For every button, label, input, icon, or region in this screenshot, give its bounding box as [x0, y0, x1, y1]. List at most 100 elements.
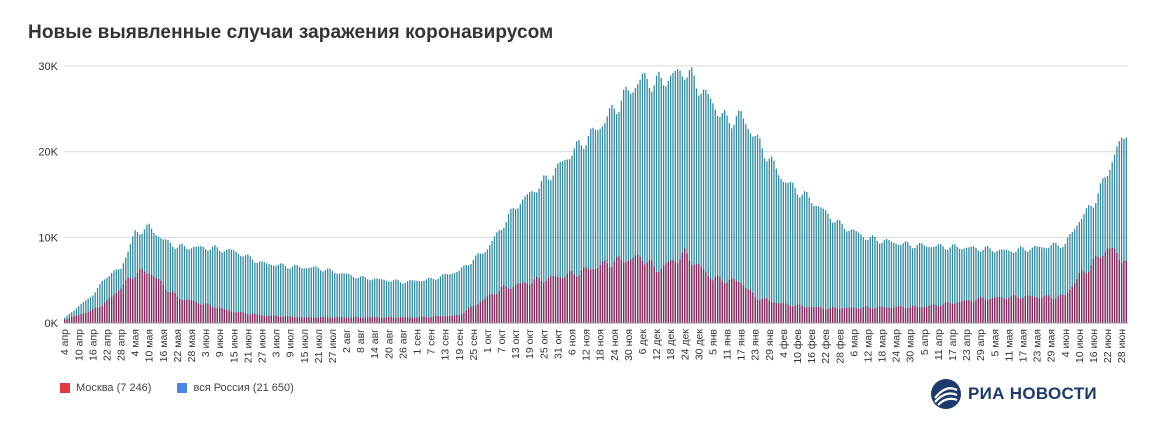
bar-moscow: [284, 316, 287, 323]
bar-russia: [160, 238, 162, 323]
legend-item-moscow[interactable]: Москва (7 246): [60, 382, 151, 394]
bar-moscow: [322, 316, 324, 323]
bar-moscow: [933, 304, 935, 323]
bar-moscow: [768, 300, 770, 323]
bar-russia: [681, 76, 684, 323]
bar-moscow: [627, 260, 630, 323]
bar-moscow: [648, 259, 651, 323]
bar-moscow: [883, 307, 886, 323]
bar-russia: [1064, 243, 1066, 323]
bar-russia: [510, 208, 512, 323]
x-tick-label: 30 дек: [693, 329, 705, 361]
bar-moscow: [836, 308, 839, 323]
x-tick-label: 19 окт: [524, 329, 536, 359]
bar-moscow: [583, 267, 585, 323]
bar-russia: [695, 88, 698, 324]
x-tick-label: 16 июн: [1088, 329, 1100, 363]
bar-moscow: [1092, 258, 1095, 323]
bar-russia: [601, 126, 604, 323]
bar-moscow: [651, 260, 653, 323]
bar-moscow: [186, 299, 188, 323]
bar-moscow: [219, 307, 221, 323]
bar-russia: [904, 241, 907, 323]
bar-moscow: [841, 308, 843, 323]
bar-moscow: [265, 315, 268, 323]
bar-moscow: [146, 273, 148, 323]
bar-russia: [1027, 251, 1029, 323]
bar-russia: [787, 182, 789, 323]
bar-russia: [888, 240, 890, 323]
bar-moscow: [395, 317, 397, 323]
bar-moscow: [876, 307, 878, 323]
x-tick-label: 10 мая: [144, 329, 156, 362]
bar-moscow: [338, 317, 341, 323]
bar-russia: [503, 228, 505, 323]
bar-moscow: [388, 316, 390, 323]
bar-moscow: [1038, 298, 1041, 323]
bar-russia: [519, 204, 521, 323]
bar-moscow: [280, 316, 282, 323]
bar-russia: [439, 276, 442, 323]
bar-russia: [958, 248, 961, 323]
bar-moscow: [1017, 297, 1019, 323]
bar-russia: [228, 248, 230, 323]
bar-russia: [251, 259, 254, 323]
bar-moscow: [305, 317, 308, 323]
bar-moscow: [780, 303, 782, 323]
bar-moscow: [327, 317, 329, 323]
bar-moscow: [529, 284, 531, 323]
bar-russia: [660, 77, 662, 324]
bar-moscow: [552, 276, 554, 323]
bar-russia: [1055, 242, 1057, 323]
bar-moscow: [141, 268, 143, 323]
bar-russia: [317, 267, 319, 323]
bar-russia: [362, 275, 364, 323]
bar-moscow: [1050, 297, 1052, 323]
bar-russia: [836, 219, 839, 323]
bar-russia: [411, 280, 413, 323]
bar-russia: [280, 263, 282, 323]
bar-moscow: [608, 267, 611, 323]
bar-russia: [735, 116, 738, 323]
x-tick-label: 30 мар: [905, 329, 917, 363]
bar-russia: [211, 246, 214, 323]
bar-moscow: [839, 309, 841, 323]
bar-russia: [801, 194, 803, 323]
bar-moscow: [1102, 255, 1104, 323]
bar-russia: [719, 117, 721, 323]
bar-russia: [688, 70, 691, 323]
bar-moscow: [428, 317, 430, 323]
bar-russia: [1001, 249, 1003, 323]
bar-moscow: [731, 278, 733, 323]
bar-moscow: [479, 302, 482, 323]
bar-russia: [881, 242, 883, 323]
bar-moscow: [392, 317, 395, 323]
bar-moscow: [409, 317, 411, 323]
bar-russia: [296, 265, 298, 323]
bar-moscow: [273, 315, 275, 323]
bar-russia: [557, 163, 559, 323]
bar-russia: [843, 228, 846, 323]
legend-item-russia[interactable]: вся Россия (21 650): [177, 382, 294, 394]
bar-russia: [385, 280, 388, 323]
bar-moscow: [308, 317, 310, 323]
bar-russia: [489, 245, 491, 323]
bar-moscow: [82, 313, 85, 323]
bar-moscow: [249, 314, 251, 323]
bar-russia: [594, 129, 597, 323]
bar-russia: [336, 273, 338, 323]
bar-russia: [507, 213, 510, 323]
bar-moscow: [312, 317, 315, 323]
bar-moscow: [564, 277, 566, 323]
bar-russia: [627, 90, 630, 324]
bar-russia: [618, 111, 620, 323]
bar-moscow: [994, 297, 996, 323]
bar-moscow: [496, 294, 498, 323]
bar-russia: [202, 247, 204, 323]
bar-russia: [702, 89, 705, 324]
bar-russia: [435, 279, 437, 323]
bar-moscow: [982, 298, 984, 323]
bar-russia: [1005, 249, 1008, 323]
bar-moscow: [799, 304, 801, 323]
bar-russia: [552, 175, 554, 323]
